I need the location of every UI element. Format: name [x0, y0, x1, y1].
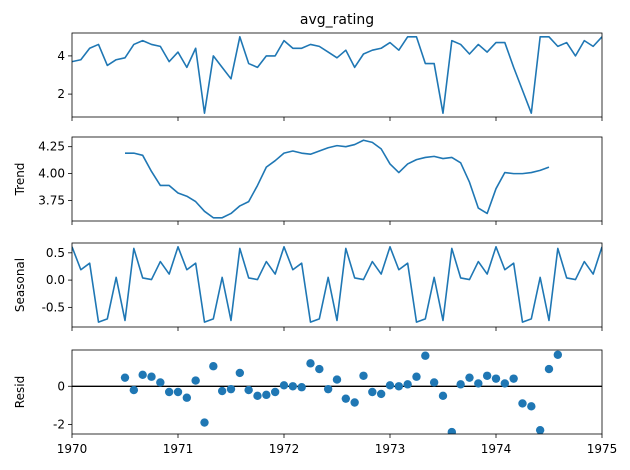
resid-point [359, 371, 368, 380]
resid-point [297, 383, 306, 392]
resid-point [385, 381, 395, 390]
resid-point [217, 386, 227, 396]
resid-point [509, 374, 518, 383]
resid-point [482, 371, 492, 380]
resid-point [138, 370, 147, 380]
series-line [72, 36, 602, 114]
resid-point [447, 427, 457, 434]
resid-point [323, 384, 333, 394]
axes-frame [71, 32, 603, 118]
resid-point [350, 398, 359, 407]
resid-point [500, 379, 510, 388]
resid-point [474, 379, 483, 388]
resid-point [465, 373, 474, 382]
y-tick-label: -0.5 [42, 300, 65, 314]
resid-point [456, 380, 465, 389]
resid-point [544, 364, 554, 374]
resid-point [209, 362, 218, 371]
y-tick-label: 4.00 [38, 167, 65, 181]
resid-point [120, 373, 130, 382]
resid-point [129, 385, 139, 395]
y-axis-label: Trend [13, 163, 27, 197]
resid-point [368, 387, 377, 397]
y-tick-label: 0.0 [46, 273, 65, 287]
resid-point [315, 364, 324, 374]
x-tick-label: 1972 [269, 442, 300, 456]
resid-point [182, 393, 192, 402]
resid-point [332, 375, 342, 384]
resid-point [253, 391, 262, 401]
resid-point [191, 376, 200, 385]
x-tick-label: 1971 [163, 442, 194, 456]
resid-point [288, 382, 298, 391]
axes-frame [71, 349, 603, 435]
resid-point [527, 402, 536, 411]
resid-point [270, 387, 280, 397]
resid-point [147, 372, 156, 381]
panels: 243.754.004.25Trend-0.50.00.5Seasonal-20… [13, 32, 618, 456]
y-tick-label: 0.5 [46, 246, 65, 260]
resid-point [235, 368, 245, 378]
panel-1: 3.75 4.00 4.25 Trend [13, 136, 603, 225]
resid-point [518, 399, 527, 408]
resid-point [262, 390, 271, 400]
panel-0: 24 [57, 32, 603, 121]
axes-frame [71, 136, 603, 222]
resid-point [164, 387, 174, 397]
resid-point [306, 359, 315, 368]
resid-point [491, 374, 501, 383]
y-axis-label: Resid [13, 376, 27, 408]
resid-point [156, 378, 165, 387]
x-tick-label: 1975 [587, 442, 618, 456]
resid-point [279, 381, 289, 390]
y-tick-label: 4 [57, 49, 65, 63]
series-line [125, 139, 550, 219]
resid-point [403, 380, 412, 389]
resid-point [421, 351, 430, 360]
x-tick-label: 1974 [481, 442, 512, 456]
series-group-1 [125, 139, 550, 219]
resid-point [535, 425, 545, 434]
series-group-2 [72, 246, 602, 323]
resid-point [244, 385, 253, 395]
series-line [72, 246, 602, 323]
resid-point [200, 418, 209, 427]
resid-point [376, 389, 386, 399]
resid-point [173, 387, 183, 397]
y-tick-label: 2 [57, 87, 65, 101]
x-tick-label: 1970 [57, 442, 88, 456]
y-axis-label: Seasonal [13, 258, 27, 312]
resid-point [341, 394, 351, 403]
panel-2: -0.5 0.0 0.5 Seasonal [13, 242, 603, 331]
x-tick-label: 1973 [375, 442, 406, 456]
chart-title: avg_rating [300, 12, 374, 28]
resid-point [429, 378, 439, 387]
y-tick-label: -2 [53, 417, 65, 431]
y-tick-label: 4.25 [38, 140, 65, 154]
axes-frame [71, 242, 603, 328]
y-tick-label: 3.75 [38, 194, 65, 208]
resid-point [438, 391, 448, 401]
y-tick-label: 0 [57, 379, 65, 393]
resid-point [394, 382, 404, 391]
resid-point [553, 350, 563, 359]
resid-point [226, 384, 236, 394]
series-group-0 [72, 36, 602, 114]
panel-3: -2 0 1970 1971 1972 1973 1974 1975 Resid [13, 349, 618, 456]
resid-point [412, 372, 421, 381]
series-group-3 [72, 350, 602, 434]
